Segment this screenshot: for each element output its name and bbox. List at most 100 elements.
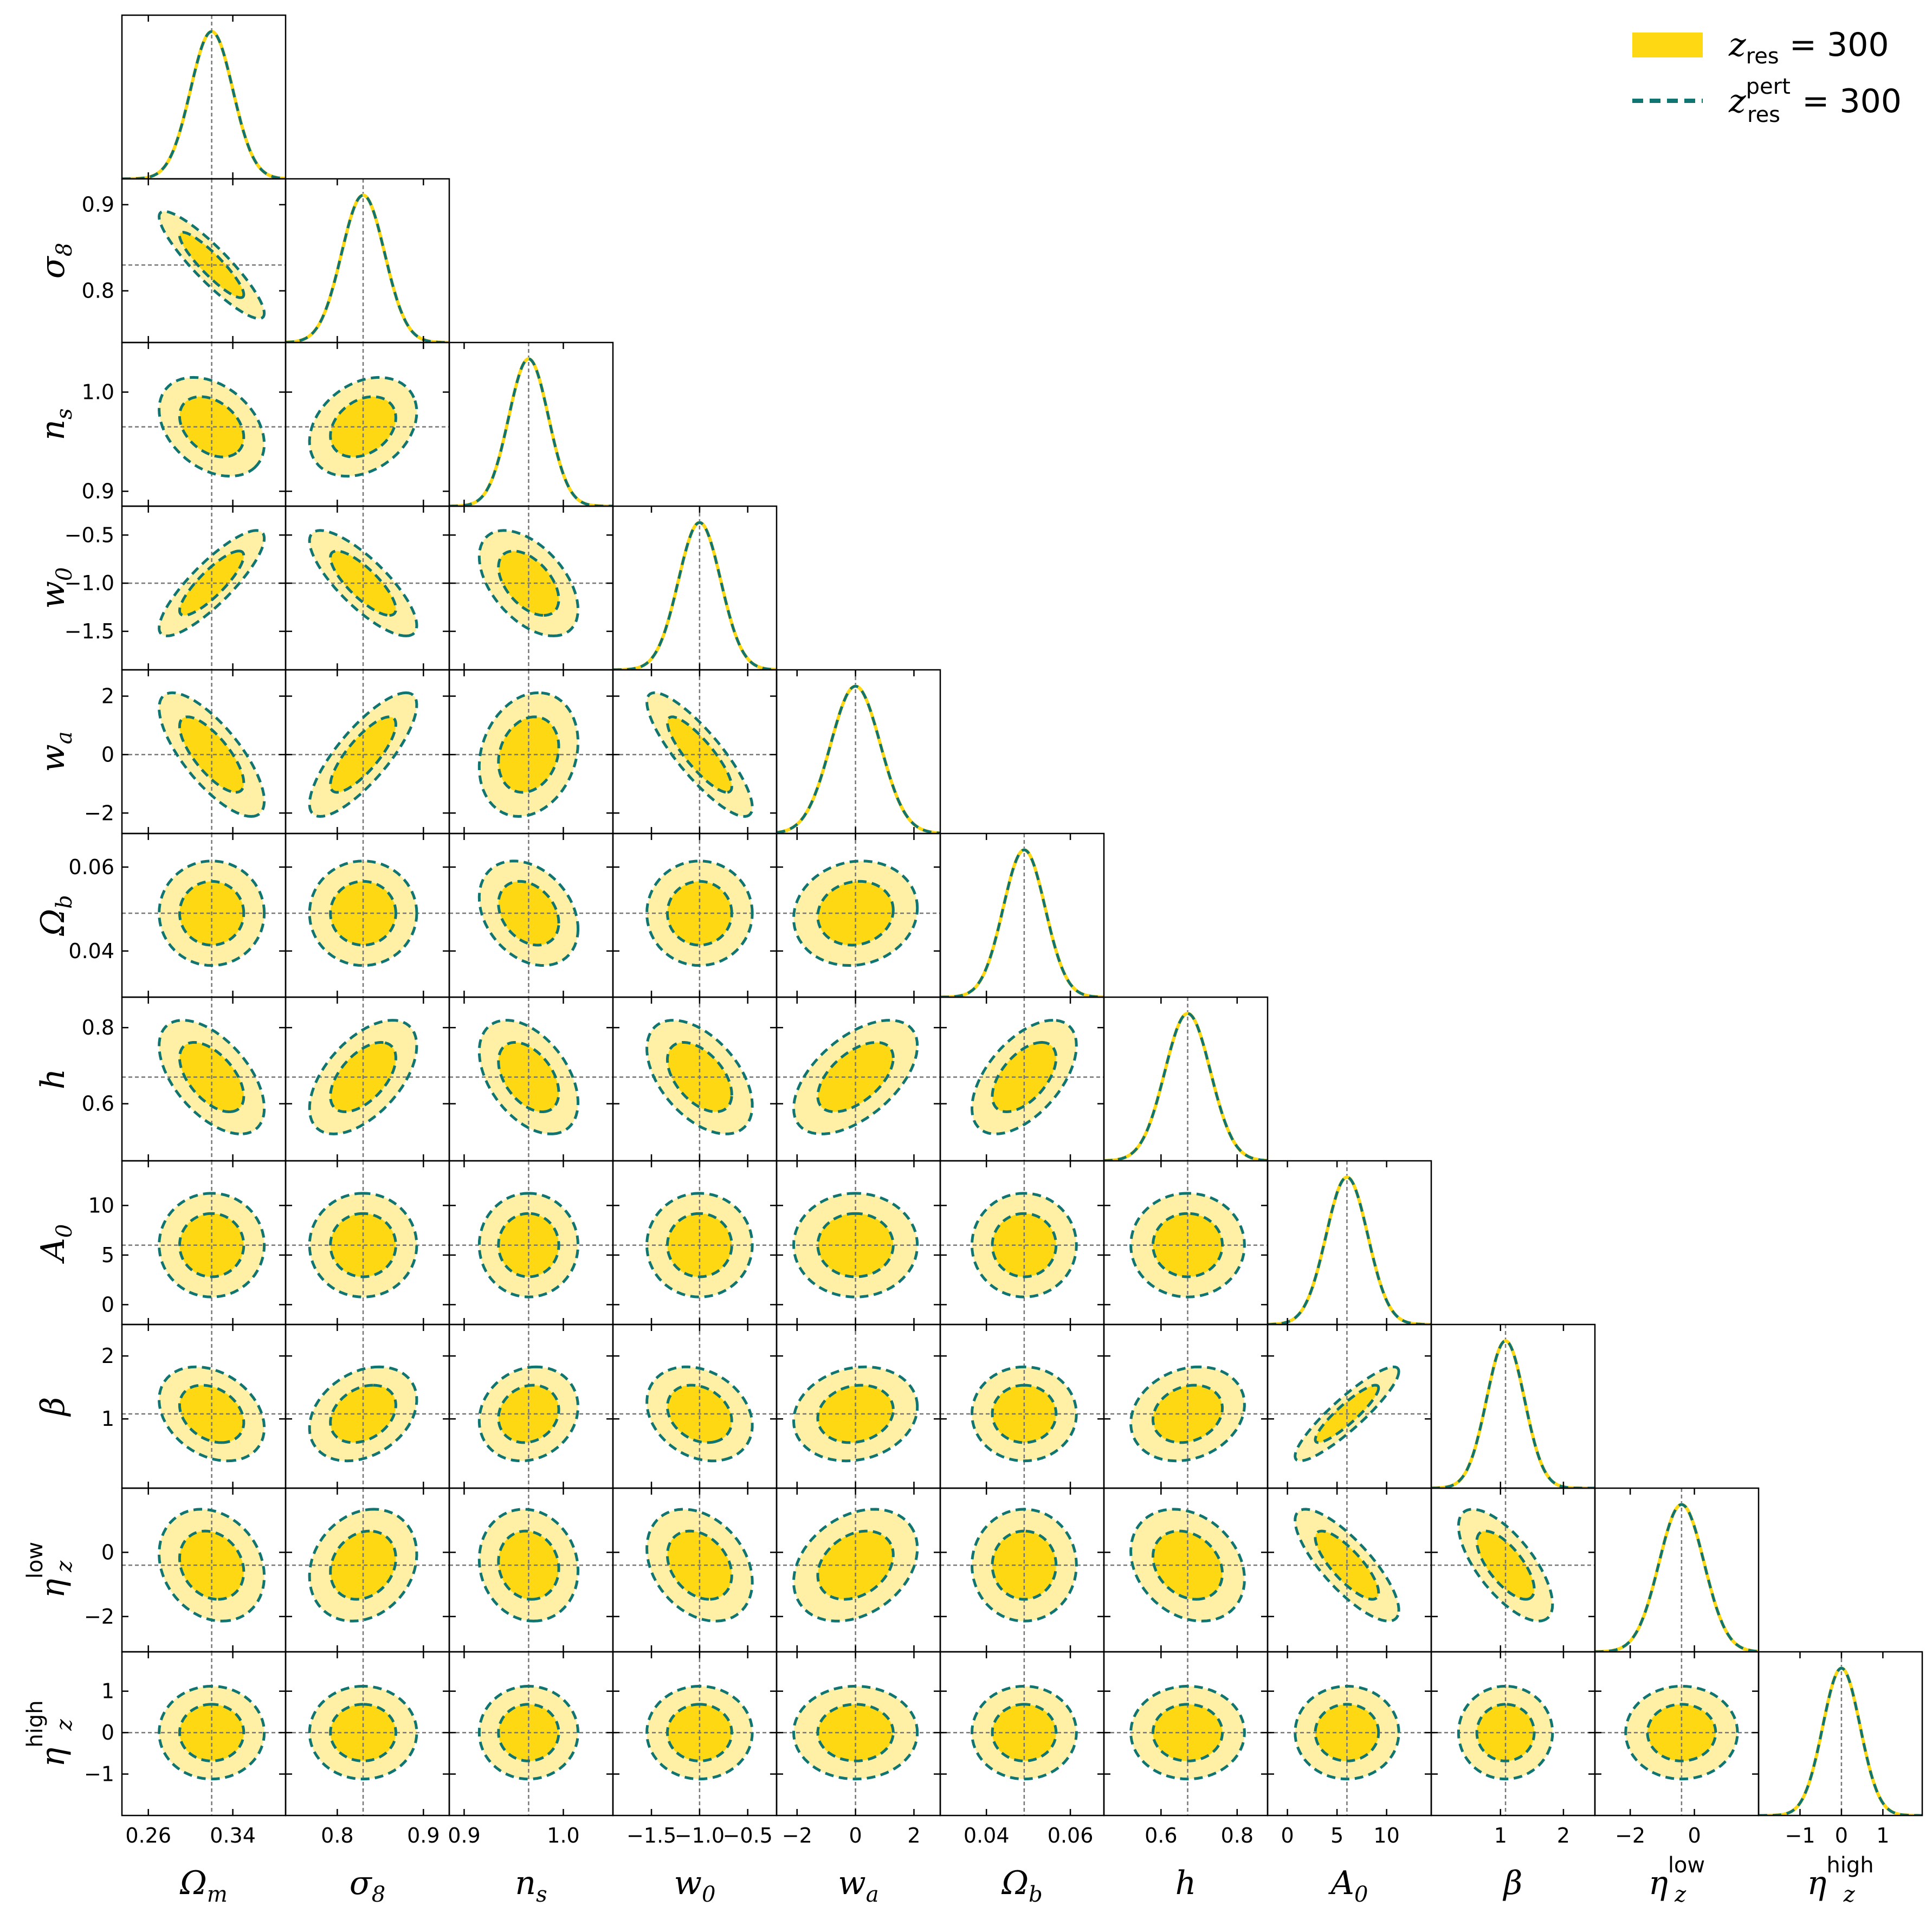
x-tick-label: −1.0 <box>675 1824 725 1847</box>
y-axis-label: h <box>34 1069 72 1090</box>
marginal-curve-filled <box>1431 1339 1595 1488</box>
y-tick-label: 2 <box>101 1344 114 1368</box>
marginal-curve-filled <box>940 848 1104 997</box>
marginal-curve-dashed <box>1595 1503 1759 1652</box>
panel-7-4 <box>776 1160 941 1326</box>
contour-95-dashed <box>792 1684 919 1781</box>
panel-content <box>286 833 449 997</box>
legend-sup-2: pert <box>1746 74 1791 99</box>
contour-95-dashed <box>477 1192 580 1298</box>
contour-68-dashed <box>329 395 397 458</box>
contour-95-dashed <box>158 1684 266 1781</box>
panel-content <box>122 506 286 670</box>
panel-10-0 <box>121 1651 287 1817</box>
panel-frame <box>1103 996 1269 1162</box>
panel-10-5 <box>939 1651 1105 1817</box>
contour-68-dashed <box>178 1212 245 1278</box>
marginal-curve-dashed <box>286 193 449 343</box>
panel-5-5 <box>939 832 1105 998</box>
panel-content <box>777 1324 940 1488</box>
panel-content <box>286 343 449 506</box>
panel-content <box>122 1324 286 1488</box>
contour-68-dashed <box>1151 1703 1224 1762</box>
contour-68-fill <box>992 1531 1056 1600</box>
y-axis-label-sub: a <box>52 731 77 744</box>
panel-8-0 <box>121 1323 287 1489</box>
x-tick-label: 0.8 <box>321 1824 353 1847</box>
panel-content <box>122 670 286 833</box>
panel-content <box>1268 1161 1431 1324</box>
contour-68-dashed <box>1152 1384 1224 1444</box>
y-axis-label: w0 <box>34 567 77 609</box>
contour-68-dashed <box>178 880 245 947</box>
x-axis-label-main: h <box>1175 1864 1197 1902</box>
y-axis-label-sub: 8 <box>52 243 77 256</box>
marginal-curve-filled <box>1595 1503 1759 1652</box>
contour-95-dashed <box>1294 1684 1400 1781</box>
contour-68-dashed <box>1314 1384 1380 1444</box>
marginal-curve-filled <box>1759 1666 1922 1815</box>
contour-95-dashed <box>792 1192 919 1298</box>
marginal-curve-dashed <box>1431 1339 1595 1488</box>
contour-68-dashed <box>1151 1529 1224 1601</box>
panel-10-8 <box>1430 1651 1596 1817</box>
panel-content <box>1268 1324 1431 1488</box>
panel-6-5 <box>939 996 1105 1162</box>
panel-8-7 <box>1267 1323 1432 1489</box>
contour-95-dashed <box>158 1365 266 1463</box>
x-axis-label-main: Ω <box>179 1864 207 1902</box>
contour-95-dashed <box>970 1365 1078 1463</box>
contour-68-dashed <box>497 1212 560 1278</box>
contour-95-dashed <box>308 1019 418 1135</box>
y-axis-label-main: A <box>34 1238 72 1264</box>
marginal-curve-filled <box>122 30 286 179</box>
contour-68-fill <box>330 1213 396 1277</box>
panel-content <box>777 833 940 997</box>
contour-95-dashed <box>645 1684 754 1781</box>
x-tick-label: 0.6 <box>1145 1824 1177 1847</box>
contour-68-fill <box>992 1385 1056 1443</box>
panel-content <box>777 997 940 1161</box>
x-axis-label: h <box>1175 1864 1197 1902</box>
marginal-curve-filled <box>1268 1175 1431 1324</box>
contour-68-dashed <box>665 1703 733 1762</box>
contour-95-dashed <box>308 1508 418 1623</box>
panel-content <box>449 343 613 506</box>
contour-68-dashed <box>178 1529 245 1601</box>
panel-8-4 <box>776 1323 941 1489</box>
panel-8-3 <box>612 1323 778 1489</box>
y-axis-label-sub: 0 <box>52 1224 77 1238</box>
y-axis-label-main: η <box>34 1748 72 1767</box>
contour-95-dashed <box>1129 1192 1246 1298</box>
contour-68-dashed <box>816 1529 895 1601</box>
panel-10-6 <box>1103 1651 1269 1817</box>
contour-95-dashed <box>792 860 919 967</box>
x-axis-label: ns <box>515 1864 547 1907</box>
panel-8-5 <box>939 1323 1105 1489</box>
y-axis-label: σ8 <box>34 243 77 279</box>
contour-95-dashed <box>645 691 754 818</box>
y-tick-label: 2 <box>101 684 114 708</box>
contour-68-fill <box>179 1213 244 1277</box>
contour-95-dashed <box>792 1508 919 1623</box>
x-axis-label-sub: 0 <box>1354 1882 1368 1907</box>
contour-95-dashed <box>1129 1365 1246 1463</box>
panel-content <box>940 1324 1104 1488</box>
panel-content <box>122 833 286 997</box>
contour-95-dashed <box>477 691 580 818</box>
marginal-curve-dashed <box>1104 1012 1268 1161</box>
x-tick-label: 10 <box>1373 1824 1399 1847</box>
panel-3-2 <box>448 505 614 671</box>
contour-68-fill <box>1153 1385 1223 1443</box>
marginal-curve-filled <box>1104 1012 1268 1161</box>
x-axis-label-main: w <box>674 1864 702 1902</box>
panel-content <box>1431 1652 1595 1815</box>
panel-4-0 <box>121 669 287 835</box>
x-axis-label-main: n <box>515 1864 536 1902</box>
contour-95-dashed <box>308 1192 418 1298</box>
contour-68-fill <box>992 1213 1056 1277</box>
contour-68-fill <box>179 551 244 616</box>
legend-label-dashed: zpert res = 300 <box>1728 74 1902 127</box>
x-axis-label-main: η <box>1807 1864 1826 1902</box>
panel-frame <box>285 178 450 344</box>
